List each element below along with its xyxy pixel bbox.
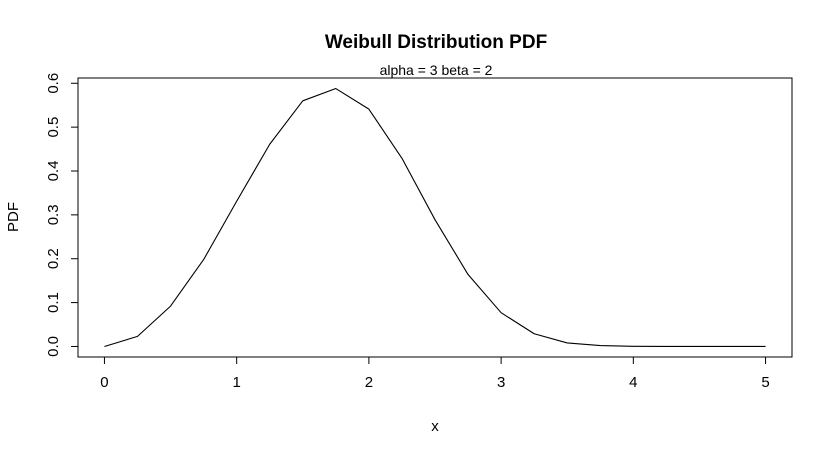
x-tick-label: 3 <box>497 374 505 391</box>
y-tick-label: 0.0 <box>45 336 62 357</box>
x-tick-label: 2 <box>365 374 373 391</box>
pdf-curve <box>104 87 766 348</box>
plot-frame <box>77 77 793 358</box>
x-tick-label: 4 <box>629 374 637 391</box>
chart-title: Weibull Distribution PDF <box>325 32 547 53</box>
y-tick-label: 0.3 <box>45 204 62 225</box>
y-tick-label: 0.2 <box>45 248 62 269</box>
y-tick-label: 0.6 <box>45 73 62 94</box>
x-tick-label: 1 <box>232 374 240 391</box>
x-tick-label: 0 <box>100 374 108 391</box>
x-tick-label: 5 <box>761 374 769 391</box>
y-axis: 0.0 0.1 0.2 0.3 0.4 0.5 0.6 <box>45 73 79 357</box>
y-axis-label: PDF <box>5 202 22 232</box>
x-axis: 0 1 2 3 4 5 <box>100 356 770 391</box>
y-tick-label: 0.5 <box>45 117 62 138</box>
x-axis-label: x <box>431 418 439 435</box>
chart-subtitle: alpha = 3 beta = 2 <box>380 62 493 78</box>
y-tick-label: 0.4 <box>45 161 62 182</box>
series-layer <box>104 87 766 348</box>
y-tick-label: 0.1 <box>45 292 62 313</box>
